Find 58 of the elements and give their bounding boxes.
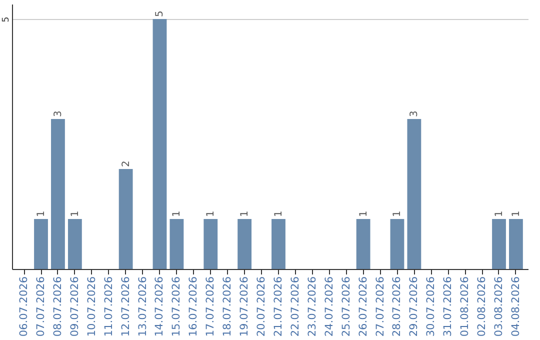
data-label: 5 [154, 10, 166, 17]
data-label: 1 [240, 210, 251, 217]
bar [238, 219, 252, 269]
x-tick-label: 25.07.2026 [340, 276, 352, 337]
x-tick-label: 27.07.2026 [374, 276, 386, 337]
bar [118, 169, 133, 269]
x-tick-label: 07.07.2026 [35, 276, 48, 337]
x-tick-label: 06.07.2026 [18, 276, 30, 337]
x-tick-label: 22.07.2026 [289, 276, 302, 337]
bar [356, 219, 370, 269]
x-tick-label: 13.07.2026 [136, 276, 149, 337]
data-label: 1 [36, 210, 48, 217]
x-tick-label: 26.07.2026 [357, 276, 370, 337]
x-tick-label: 08.07.2026 [52, 276, 64, 337]
bar [34, 219, 48, 269]
data-label: 1 [510, 210, 522, 217]
data-label: 3 [52, 110, 64, 117]
x-tick-label: 01.08.2026 [459, 276, 472, 337]
data-label: 1 [273, 210, 284, 217]
data-label: 1 [392, 210, 404, 217]
data-label: 2 [120, 160, 132, 167]
x-tick-label: 10.07.2026 [86, 276, 98, 337]
x-tick-label: 16.07.2026 [188, 276, 200, 337]
bar [390, 219, 404, 269]
x-tick-label: 03.08.2026 [492, 276, 505, 337]
x-tick-label: 28.07.2026 [391, 276, 404, 337]
data-label: 3 [409, 110, 420, 117]
x-tick-label: 11.07.2026 [102, 276, 115, 337]
x-tick-label: 31.07.2026 [442, 276, 454, 337]
bar [170, 219, 184, 269]
data-label: 1 [358, 210, 370, 217]
bar [407, 119, 422, 269]
x-tick-label: 23.07.2026 [306, 276, 318, 337]
data-label: 1 [70, 210, 81, 217]
x-tick-label: 20.07.2026 [256, 276, 268, 337]
x-tick-label: 24.07.2026 [323, 276, 336, 337]
x-tick-label: 30.07.2026 [425, 276, 438, 337]
data-label: 1 [172, 210, 183, 217]
x-tick-label: 19.07.2026 [238, 276, 251, 337]
bar [51, 119, 65, 269]
x-tick-label: 21.07.2026 [272, 276, 284, 337]
bar [68, 219, 82, 269]
bar [509, 219, 523, 269]
x-tick-label: 14.07.2026 [154, 276, 166, 337]
x-tick-label: 17.07.2026 [204, 276, 217, 337]
data-label: 1 [206, 210, 217, 217]
x-tick-label: 02.08.2026 [476, 276, 488, 337]
bar [152, 19, 167, 269]
x-tick-label: 15.07.2026 [170, 276, 183, 337]
bar [492, 219, 506, 269]
x-tick-label: 12.07.2026 [120, 276, 132, 337]
x-tick-label: 04.08.2026 [510, 276, 522, 337]
bar [204, 219, 218, 269]
x-tick-label: 18.07.2026 [222, 276, 234, 337]
x-tick-label: 29.07.2026 [408, 276, 420, 337]
bar [272, 219, 286, 269]
data-label: 1 [494, 210, 505, 217]
x-tick-label: 09.07.2026 [68, 276, 81, 337]
